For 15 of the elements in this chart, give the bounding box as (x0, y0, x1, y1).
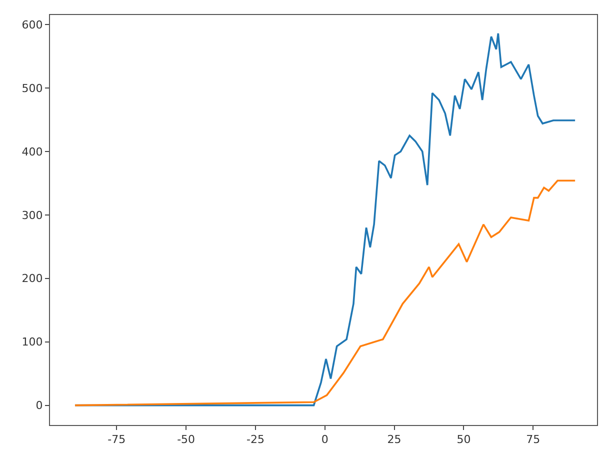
line-series (74, 180, 576, 406)
y-tick-label: 100 (22, 336, 43, 349)
x-tick-label: -50 (177, 433, 196, 446)
y-tick-label: 600 (22, 18, 43, 32)
y-tick-label: 500 (22, 82, 43, 95)
y-tick-label: 200 (22, 272, 43, 286)
x-tick-label: 50 (456, 433, 471, 446)
x-tick-label: -75 (108, 433, 126, 446)
y-tick-label: 400 (22, 145, 43, 158)
x-tick-label: 75 (526, 433, 540, 446)
x-tick-label: -25 (246, 433, 264, 446)
y-tick-label: 0 (36, 399, 43, 412)
x-tick-label: 0 (321, 433, 328, 446)
y-tick-label: 300 (22, 208, 43, 222)
x-tick-label: 25 (387, 433, 402, 446)
